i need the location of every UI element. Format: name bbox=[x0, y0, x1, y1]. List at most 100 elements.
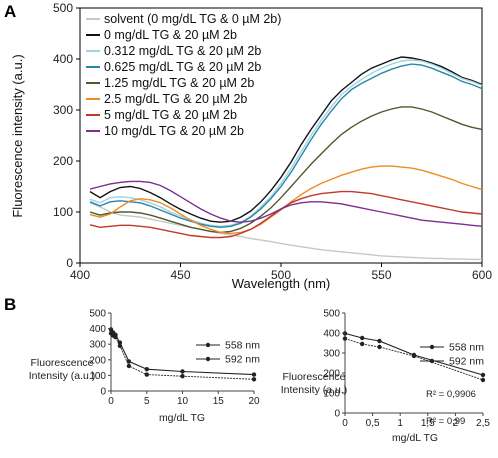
chart-a-y-tick-label-200: 200 bbox=[53, 154, 73, 168]
chart-b-left: 0 5 10 15 20 0 100 200 300 400 500 mg/dL TG Fluor… bbox=[29, 309, 261, 425]
chart-a-legend-label-3: 0.625 mg/dL TG & 20 µM 2b bbox=[104, 60, 261, 74]
bl-legend-swatch-marker-558-nm bbox=[205, 342, 211, 348]
chart-b-right: 0 0,5 1 1,5 2 2,5 0 100 200 300 400 500 mg/dL TG F… bbox=[281, 309, 491, 445]
chart-b-right-annotation-r2-592: R² = 0,99 bbox=[426, 416, 465, 427]
br-y-tick-label-300: 300 bbox=[323, 349, 340, 360]
br-legend-swatch-marker-558-nm bbox=[429, 344, 435, 350]
br-x-tick-label-3: 1,5 bbox=[421, 418, 435, 429]
chart-a-x-tick-label-600: 600 bbox=[472, 268, 492, 282]
chart-b-right-x-ticks: 0 0,5 1 1,5 2 2,5 bbox=[342, 413, 490, 429]
bl-point-592-nm-5 bbox=[144, 372, 149, 377]
bl-x-tick-label-3: 15 bbox=[213, 396, 225, 407]
bl-x-tick-label-4: 20 bbox=[248, 396, 260, 407]
chart-a-legend-label-1: 0 mg/dL TG & 20 µM 2b bbox=[104, 28, 237, 42]
chart-a-y-axis-title: Fluorescence intensity (a.u.) bbox=[10, 54, 25, 217]
chart-b-left-series bbox=[108, 327, 257, 382]
chart-a-x-axis-title: Wavelength (nm) bbox=[232, 276, 331, 291]
br-series-line-592-nm bbox=[344, 338, 484, 381]
br-x-tick-label-5: 2,5 bbox=[476, 418, 490, 429]
panel-label-b: B bbox=[4, 295, 16, 314]
bl-point-592-nm-4 bbox=[126, 363, 132, 369]
chart-a-legend-label-7: 10 mg/dL TG & 20 µM 2b bbox=[104, 124, 244, 138]
bl-legend-swatch-marker-592-nm bbox=[205, 356, 211, 362]
chart-a-series-line-4 bbox=[89, 106, 483, 234]
br-y-tick-label-0: 0 bbox=[334, 409, 340, 420]
br-y-tick-label-400: 400 bbox=[323, 329, 340, 340]
bl-legend-label-592-nm: 592 nm bbox=[225, 354, 260, 366]
bl-y-tick-label-0: 0 bbox=[100, 387, 106, 398]
chart-a-series-line-2 bbox=[89, 59, 483, 228]
bl-y-tick-label-200: 200 bbox=[89, 355, 106, 366]
bl-y-tick-label-300: 300 bbox=[89, 340, 106, 351]
chart-b-right-y-axis-title-line1: Fluorescence bbox=[282, 371, 345, 383]
chart-a-series-line-7 bbox=[89, 180, 483, 227]
chart-a-y-tick-label-300: 300 bbox=[53, 103, 73, 117]
chart-a-y-tick-label-0: 0 bbox=[66, 256, 73, 270]
chart-a-y-tick-label-400: 400 bbox=[53, 52, 73, 66]
chart-a-legend-label-4: 1.25 mg/dL TG & 20 µM 2b bbox=[104, 76, 254, 90]
br-y-tick-label-500: 500 bbox=[323, 309, 340, 320]
br-x-tick-label-1: 0,5 bbox=[366, 418, 380, 429]
br-point-558-nm-4 bbox=[480, 372, 486, 378]
chart-b-left-y-axis-title-line1: Fluorescence bbox=[30, 357, 93, 369]
bl-y-tick-label-400: 400 bbox=[89, 324, 106, 335]
bl-point-592-nm-3 bbox=[117, 343, 123, 348]
chart-a-y-tick-label-500: 500 bbox=[53, 1, 73, 15]
bl-point-592-nm-7 bbox=[251, 377, 257, 382]
chart-a-legend: solvent (0 mg/dL TG & 0 µM 2b) 0 mg/dL TG… bbox=[86, 12, 281, 138]
chart-a-y-ticks: 0 100 200 300 400 500 bbox=[53, 1, 80, 270]
chart-b-left-axes bbox=[110, 313, 254, 392]
chart-a-series-line-6 bbox=[89, 190, 483, 239]
br-point-558-nm-2 bbox=[377, 338, 382, 344]
bl-x-tick-label-2: 10 bbox=[177, 396, 189, 407]
chart-b-left-x-axis-title: mg/dL TG bbox=[159, 412, 205, 424]
bl-y-tick-label-500: 500 bbox=[89, 309, 106, 320]
chart-a-series bbox=[89, 56, 483, 261]
chart-a-x-tick-label-450: 450 bbox=[170, 268, 190, 282]
panel-label-a: A bbox=[4, 2, 16, 21]
br-point-592-nm-2 bbox=[377, 344, 382, 350]
chart-b-right-x-axis-title: mg/dL TG bbox=[392, 432, 438, 444]
br-legend-swatch-marker-592-nm bbox=[429, 358, 435, 364]
chart-b-right-y-axis-title-line2: Intensity (a.u.) bbox=[281, 384, 348, 396]
chart-b-left-y-axis-title-line2: Intensity (a.u.) bbox=[29, 370, 96, 382]
chart-b-right-annotation-r2-558: R² = 0,9906 bbox=[426, 389, 476, 400]
br-point-592-nm-1 bbox=[360, 341, 365, 347]
chart-a-x-tick-label-550: 550 bbox=[371, 268, 391, 282]
bl-y-tick-label-100: 100 bbox=[89, 371, 106, 382]
chart-a-series-line-3 bbox=[89, 63, 483, 229]
chart-a-series-line-1 bbox=[89, 56, 483, 223]
br-y-tick-label-100: 100 bbox=[323, 389, 340, 400]
bl-point-558-nm-5 bbox=[144, 367, 149, 372]
br-point-592-nm-0 bbox=[342, 336, 348, 341]
bl-point-558-nm-6 bbox=[180, 369, 185, 374]
chart-a-legend-label-6: 5 mg/dL TG & 20 µM 2b bbox=[104, 108, 237, 122]
chart-a-legend-label-2: 0.312 mg/dL TG & 20 µM 2b bbox=[104, 44, 261, 58]
chart-a-spectra: 400 450 500 550 600 0 100 200 300 400 500 Wavelen… bbox=[10, 1, 492, 291]
bl-legend-label-558-nm: 558 nm bbox=[225, 340, 260, 352]
br-point-558-nm-1 bbox=[360, 335, 365, 341]
chart-a-x-tick-label-500: 500 bbox=[271, 268, 291, 282]
br-x-tick-label-4: 2 bbox=[453, 418, 459, 429]
bl-point-592-nm-2 bbox=[113, 335, 118, 340]
bl-point-592-nm-6 bbox=[180, 374, 185, 379]
chart-b-left-x-ticks: 0 5 10 15 20 bbox=[108, 391, 260, 407]
chart-b-left-legend: 558 nm 592 nm bbox=[196, 340, 260, 366]
chart-a-x-ticks: 400 450 500 550 600 bbox=[70, 263, 492, 282]
bl-x-tick-label-0: 0 bbox=[108, 396, 114, 407]
chart-a-y-tick-label-100: 100 bbox=[53, 205, 73, 219]
br-legend-label-592-nm: 592 nm bbox=[449, 356, 484, 368]
chart-a-legend-label-0: solvent (0 mg/dL TG & 0 µM 2b) bbox=[104, 12, 281, 26]
br-point-592-nm-3 bbox=[411, 353, 417, 359]
br-point-592-nm-4 bbox=[480, 377, 486, 383]
br-x-tick-label-0: 0 bbox=[342, 418, 348, 429]
br-legend-label-558-nm: 558 nm bbox=[449, 342, 484, 354]
chart-a-legend-label-5: 2.5 mg/dL TG & 20 µM 2b bbox=[104, 92, 247, 106]
chart-a-x-tick-label-400: 400 bbox=[70, 268, 90, 282]
br-y-tick-label-200: 200 bbox=[323, 369, 340, 380]
chart-b-left-y-ticks: 0 100 200 300 400 500 bbox=[89, 309, 111, 398]
chart-b-right-axes bbox=[344, 313, 483, 414]
bl-series-line-558-nm bbox=[110, 329, 255, 376]
bl-point-558-nm-7 bbox=[251, 372, 257, 377]
